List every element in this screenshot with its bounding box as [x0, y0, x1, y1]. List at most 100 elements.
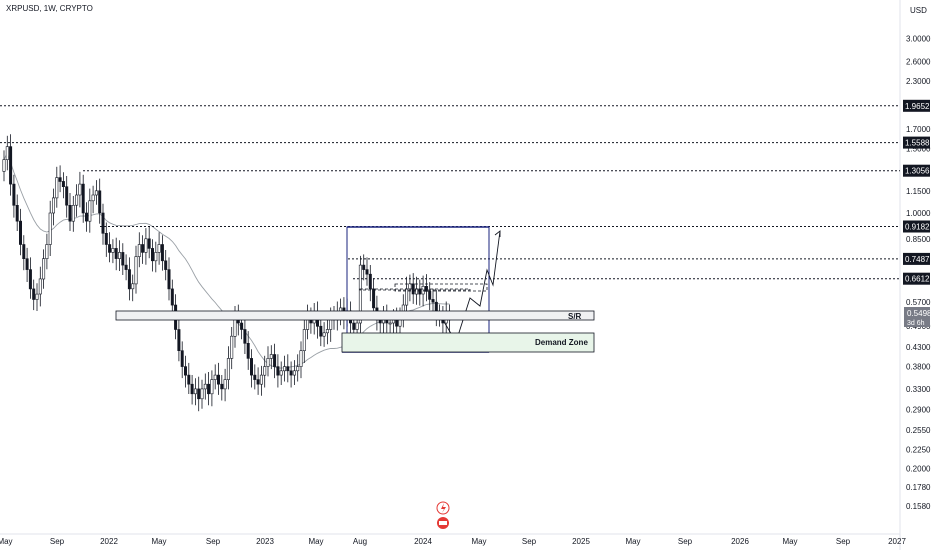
time-axis[interactable]: May Sep 2022 May Sep 2023 May Aug 2024 May Sep 2025…: [0, 537, 906, 546]
candle-body: [91, 194, 95, 202]
time-tick-label: May: [0, 537, 13, 546]
demand-zone: Demand Zone: [341, 332, 595, 353]
candle-body: [170, 288, 174, 306]
level-price-label: 1.3056: [905, 167, 930, 176]
candle-body: [358, 264, 362, 324]
level-price-label: 0.7487: [905, 255, 930, 264]
candle-body: [431, 299, 435, 303]
current-price-badge-bg: [904, 307, 930, 327]
candle-body: [325, 329, 329, 334]
candle-body: [302, 329, 306, 352]
candle-body: [42, 258, 46, 280]
candle-body: [365, 269, 369, 275]
candle-body: [240, 322, 244, 330]
candle-body: [296, 366, 300, 372]
candle-body: [428, 291, 432, 300]
demand-zone-box: [341, 332, 595, 353]
candle-body: [111, 248, 115, 253]
candle-body: [18, 220, 22, 245]
candle-body: [114, 248, 118, 259]
event-icons[interactable]: [436, 501, 450, 529]
price-badges: 1.9652 1.5588 1.3056 0.9182 0.7487 0.6612: [903, 99, 930, 285]
level-price-badge: [903, 220, 930, 233]
candle-body: [51, 197, 55, 214]
event-glyph-icon: [439, 521, 447, 525]
candle-body: [88, 200, 92, 222]
candle-body: [48, 212, 52, 245]
candle-body: [121, 252, 125, 266]
level-price-label: 1.5588: [905, 139, 930, 148]
candle-body: [15, 205, 19, 222]
candle-body: [197, 388, 201, 400]
candle-body: [104, 233, 108, 245]
candle-body: [38, 278, 42, 295]
current-price-badge: 0.5498 3d 6h: [904, 307, 932, 327]
candle-body: [368, 273, 372, 290]
candle-body: [144, 238, 148, 253]
time-tick-label: Sep: [50, 537, 65, 546]
time-tick-label: May: [308, 537, 323, 546]
price-tick-label: 2.6000: [906, 57, 931, 66]
candle-body: [157, 244, 161, 253]
candle-body: [243, 329, 247, 344]
candle-body: [322, 332, 326, 337]
price-tick-label: 0.2900: [906, 406, 931, 415]
candle-body: [259, 374, 263, 385]
time-tick-label: 2027: [888, 537, 906, 546]
price-tick-label: 0.5700: [906, 298, 931, 307]
candle-body: [200, 388, 204, 400]
demand-zone-label: Demand Zone: [535, 338, 588, 347]
candle-body: [137, 244, 141, 257]
price-tick-label: 1.1500: [906, 187, 931, 196]
candle-body: [45, 244, 49, 259]
time-tick-label: Sep: [836, 537, 851, 546]
candle-body: [35, 293, 39, 300]
candle-body: [101, 212, 105, 234]
candle-body: [180, 350, 184, 367]
candle-body: [85, 212, 89, 222]
level-price-label: 1.9652: [905, 102, 930, 111]
price-tick-label: 1.0000: [906, 209, 931, 218]
candle-body: [22, 244, 26, 259]
candle-body: [131, 283, 135, 290]
time-tick-label: May: [471, 537, 486, 546]
candle-body: [190, 383, 194, 395]
candle-body: [230, 335, 234, 359]
price-axis-currency: USD: [910, 6, 927, 15]
time-tick-label: 2024: [414, 537, 432, 546]
candle-body: [246, 342, 250, 359]
price-tick-label: 0.2000: [906, 464, 931, 473]
time-tick-label: May: [782, 537, 797, 546]
level-price-badge: [903, 164, 930, 177]
time-tick-label: 2023: [256, 537, 274, 546]
level-price-label: 0.9182: [905, 223, 930, 232]
candle-body: [273, 354, 277, 367]
candle-body: [65, 186, 69, 206]
candle-body: [210, 379, 214, 395]
candle-body: [355, 322, 359, 330]
price-tick-label: 0.8500: [906, 235, 931, 244]
candle-body: [118, 252, 122, 259]
price-tick-label: 0.1580: [906, 502, 931, 511]
sr-zone-box: [115, 310, 595, 321]
candle-body: [292, 370, 296, 376]
chart-title: XRPUSD, 1W, CRYPTO: [6, 4, 93, 13]
candle-body: [269, 354, 273, 359]
time-tick-label: Aug: [353, 537, 367, 546]
time-tick-label: Sep: [206, 537, 221, 546]
candle-body: [282, 366, 286, 372]
current-price-value: 0.5498: [907, 309, 932, 318]
candle-body: [279, 370, 283, 376]
candle-body: [226, 358, 230, 380]
candle-body: [68, 205, 72, 222]
candle-body: [147, 238, 151, 249]
candle-body: [352, 322, 356, 330]
candle-body: [276, 366, 280, 376]
candle-body: [362, 264, 366, 270]
candle-body: [266, 358, 270, 367]
price-tick-label: 1.5000: [906, 145, 931, 154]
candle-body: [223, 379, 227, 390]
candle-body: [395, 319, 399, 327]
candle-body: [220, 383, 224, 390]
